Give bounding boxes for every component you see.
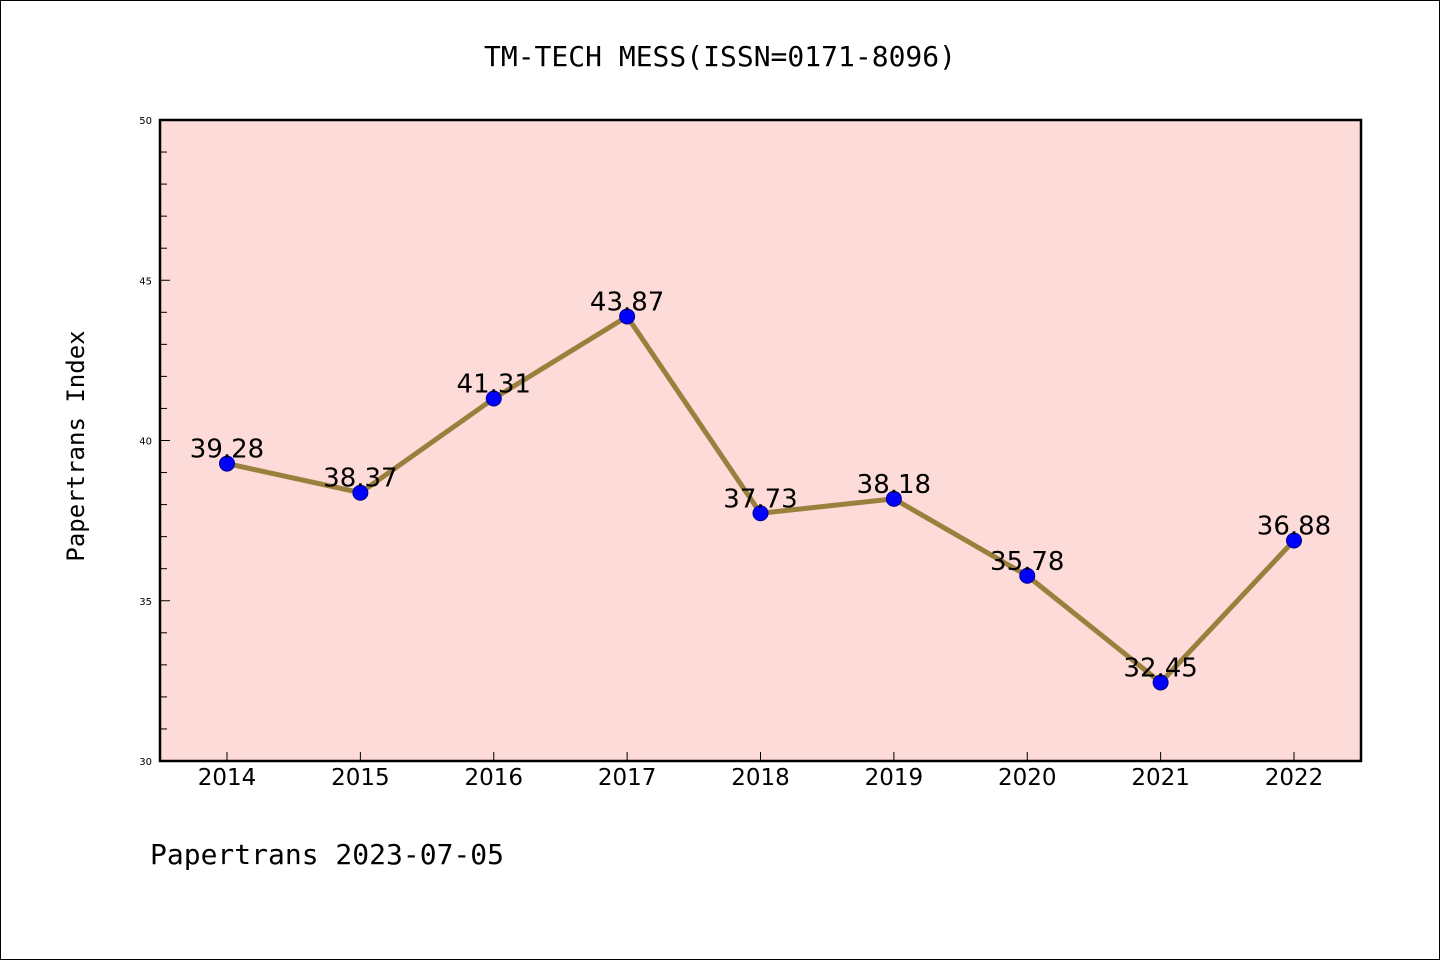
y-tick-label: 35 [139, 597, 152, 608]
y-axis-label: Papertrans Index [62, 330, 90, 561]
data-point [1019, 567, 1036, 584]
y-tick-label: 40 [139, 437, 152, 448]
data-point [485, 390, 502, 407]
x-tick-label: 2015 [331, 765, 390, 791]
data-point [352, 484, 369, 501]
y-tick-label: 50 [139, 116, 152, 127]
footer-text: Papertrans 2023-07-05 [150, 838, 504, 871]
data-markers [219, 308, 1302, 691]
x-axis: 2014 2015 2016 2017 2018 2019 2020 2021 2022 [198, 752, 1324, 791]
data-label: 32.45 [1123, 653, 1197, 683]
y-tick-label: 30 [139, 757, 152, 768]
data-label: 43.87 [590, 287, 664, 317]
x-tick-label: 2017 [598, 765, 657, 791]
data-label: 35.78 [990, 547, 1064, 577]
x-tick-label: 2019 [865, 765, 924, 791]
x-tick-label: 2022 [1265, 765, 1324, 791]
data-point [1152, 674, 1169, 691]
data-label: 38.18 [857, 470, 931, 500]
x-tick-label: 2021 [1131, 765, 1190, 791]
data-point [619, 308, 636, 325]
data-point [752, 505, 769, 522]
data-point [219, 455, 235, 472]
x-tick-label: 2018 [731, 765, 790, 791]
plot-area [158, 118, 1363, 763]
x-tick-label: 2020 [998, 765, 1057, 791]
data-label: 39.28 [190, 435, 264, 465]
data-label: 41.31 [457, 370, 531, 400]
data-label: 38.37 [323, 464, 397, 494]
data-label: 36.88 [1257, 511, 1331, 541]
y-tick-label: 45 [139, 276, 152, 287]
y-axis: 30 35 40 45 50 [139, 116, 170, 768]
x-tick-label: 2016 [464, 765, 523, 791]
chart-title: TM-TECH MESS(ISSN=0171-8096) [484, 40, 956, 73]
data-labels: 39.28 38.37 41.31 43.87 37.73 38.18 35.78 32.45… [190, 287, 1331, 683]
data-point [885, 490, 902, 507]
data-label: 37.73 [723, 484, 797, 514]
data-point [1286, 532, 1302, 549]
x-tick-label: 2014 [198, 765, 257, 791]
